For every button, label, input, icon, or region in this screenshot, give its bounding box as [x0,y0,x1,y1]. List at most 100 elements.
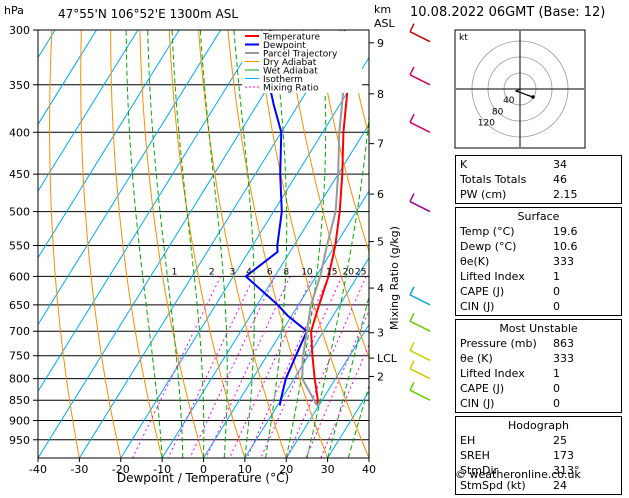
height-tick-label: 6 [377,188,384,201]
pressure-tick-label: 400 [9,126,30,139]
isotherm-line [120,56,369,458]
temperature-tick-label: 30 [321,463,335,476]
background-lines [38,30,369,458]
wind-barb-flag [409,66,415,76]
series-line-parcel-trajectory [301,30,345,407]
dry-adiabat-line [168,30,246,458]
height-tick-label: 8 [377,88,384,101]
legend-label: Isotherm [263,75,303,85]
mixing-ratio-line [260,276,343,458]
mixing-ratio-label: 20 [343,267,355,277]
copyright: © weatheronline.co.uk [455,468,581,481]
mixing-ratio-label: 15 [326,267,337,277]
legend-label: Dewpoint [263,41,306,51]
hodograph-trace [514,88,534,98]
pressure-tick-label: 300 [9,24,30,37]
height-tick-label: 3 [377,327,384,340]
mu-row: CAPE (J) 0 [460,382,560,395]
isotherm-line [78,30,346,458]
wind-barb-flag [409,312,415,322]
surface-row: CAPE (J) 0 [460,285,560,298]
asl-label: ASL [374,17,396,30]
height-tick-label: LCL [377,352,398,365]
temperature-tick-label: -40 [29,463,47,476]
isotherm-line [285,323,369,458]
wind-barb-icon [409,30,431,43]
mixing-ratio-line [189,276,276,458]
temperature-tick-label: 0 [200,463,207,476]
most-unstable-box: Most Unstable Pressure (mb) 863 θe (K) 333… [455,319,622,413]
hpa-label: hPa [4,4,24,17]
wind-barb-flag [409,342,415,351]
wind-barb-flag [409,360,415,370]
pressure-tick-label: 800 [9,373,30,386]
height-tick-label: 9 [377,37,384,50]
height-tick-label: 4 [377,282,384,295]
wind-barbs [409,23,431,401]
temperature-tick-label: -20 [112,463,130,476]
surface-row: CIN (J) 0 [460,300,560,313]
stats-panel: K 34 Totals Totals 46 PW (cm) 2.15 Surface … [455,155,622,498]
surface-row: Lifted Index 1 [460,270,560,283]
temperature-tick-label: -10 [153,463,171,476]
dry-adiabat-line [49,30,80,458]
dry-adiabat-line [139,30,204,458]
wet-adiabat-line [147,30,184,458]
pressure-tick-label: 500 [9,206,30,219]
pressure-tick-label: 850 [9,394,30,407]
wind-barb-icon [409,74,431,86]
wet-adiabat-line [233,30,255,458]
pressure-tick-label: 650 [9,299,30,312]
mixing-ratio-label: 3 [230,267,236,277]
hodograph-title: Hodograph [508,419,569,432]
surface-row: θe(K) 333 [460,255,574,268]
hodo-row: EH 25 [460,434,567,447]
surface-row: Dewp (°C) 10.6 [460,240,578,253]
isotherm-line [203,190,369,458]
mu-row: θe (K) 333 [460,352,574,365]
hodograph-unit: kt [459,33,468,43]
mixing-ratio-line [320,343,369,458]
wind-barb-flag [409,381,415,391]
index-row: PW (cm) 2.15 [460,188,578,201]
surface-title: Surface [517,210,560,223]
skewt-chart: hPa 47°55'N 106°52'E 1300m ASL km ASL 30… [4,3,586,485]
isotherm-line [38,30,263,393]
wet-adiabat-line [327,294,369,458]
pressure-tick-label: 600 [9,270,30,283]
mixing-ratio-line [229,276,313,458]
height-tick-label: 2 [377,370,384,383]
pressure-tick-label: 900 [9,415,30,428]
series-line-dewpoint [244,30,309,406]
legend-label: Parcel Trajectory [263,50,338,60]
mixing-ratio-label: 4 [246,267,252,277]
temperature-tick-label: 20 [279,463,293,476]
location-label: 47°55'N 106°52'E 1300m ASL [58,7,238,21]
height-tick-label: 5 [377,236,384,249]
right-axis-label: Mixing Ratio (g/kg) [388,226,401,330]
mixing-ratio-label: 25 [355,267,366,277]
dry-adiabat-line [256,30,369,458]
wet-adiabat-line [171,30,205,458]
mixing-ratio-labels: 1 2 3 4 6 8 10 15 20 25 [172,267,367,277]
wind-barb-icon [409,200,431,213]
hodo-row: StmDir 313° [460,464,580,477]
legend-label: Wet Adiabat [263,67,318,77]
wind-barb-flag [409,23,415,32]
height-tick-label: 7 [377,138,384,151]
pressure-axis: 300 350 400 450 500 550 600 650 700 750 800 850 900 9… [9,24,38,447]
hodograph-ring-label: 40 [503,96,515,106]
wind-barb-icon [409,121,431,133]
height-axis: 9 8 7 6 5 4 3 LCL 2 [369,37,398,383]
legend-background [242,31,362,93]
dry-adiabat-line [286,30,369,360]
hodograph-ring-label: 80 [492,107,504,117]
wet-adiabat-line [306,111,369,458]
isotherm-line [161,123,369,458]
profile-lines [244,30,350,407]
legend-label: Dry Adiabat [263,58,317,68]
index-row: K 34 [460,158,567,171]
mixing-ratio-line [167,276,255,458]
mu-row: CIN (J) 0 [460,397,560,410]
